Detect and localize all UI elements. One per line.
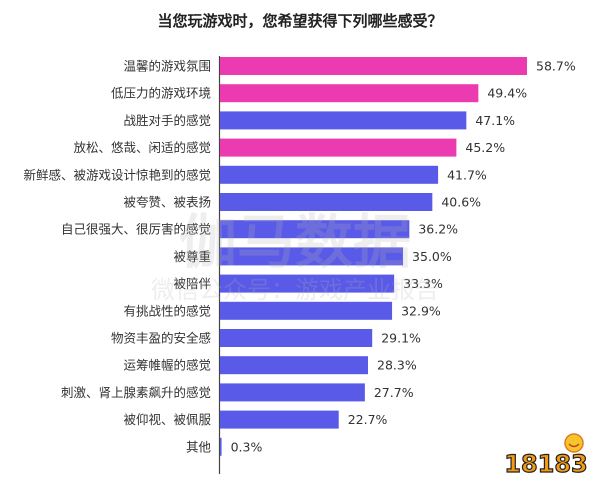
category-label: 被仰视、被佩服: [123, 412, 211, 427]
value-label: 45.2%: [465, 140, 505, 155]
category-label: 被夸赞、被表扬: [123, 195, 211, 210]
bar: [220, 410, 339, 429]
value-label: 35.0%: [412, 249, 452, 264]
value-label: 28.3%: [377, 358, 417, 373]
category-label: 物资丰盈的安全感: [111, 331, 211, 346]
bar: [220, 111, 467, 130]
value-label: 58.7%: [536, 59, 576, 74]
logo-smile-icon: [568, 443, 580, 448]
category-label: 被陪伴: [173, 276, 211, 291]
category-label: 被尊重: [173, 249, 211, 264]
value-label: 32.9%: [401, 303, 441, 318]
value-label: 47.1%: [475, 113, 515, 128]
bar: [220, 220, 410, 239]
bar: [220, 437, 222, 456]
chart-title: 当您玩游戏时，您希望获得下列哪些感受？: [157, 12, 442, 30]
value-label: 29.1%: [381, 331, 421, 346]
bar: [220, 383, 365, 402]
value-label: 36.2%: [418, 222, 458, 237]
logo-text: 18183: [504, 450, 588, 478]
value-label: 40.6%: [441, 195, 481, 210]
category-label: 运筹帷幄的感觉: [123, 358, 211, 373]
site-logo: 18183: [504, 433, 588, 478]
value-label: 41.7%: [447, 167, 487, 182]
logo-sun-icon: [564, 433, 584, 453]
category-label: 战胜对手的感觉: [123, 113, 211, 128]
bar: [220, 138, 457, 157]
category-label: 自己很强大、很厉害的感觉: [61, 222, 211, 237]
value-label: 33.3%: [403, 276, 443, 291]
bar: [220, 84, 479, 103]
value-label: 0.3%: [231, 439, 263, 454]
category-label: 有挑战性的感觉: [123, 303, 211, 318]
category-label: 其他: [186, 439, 212, 454]
category-label: 刺激、肾上腺素飙升的感觉: [61, 385, 211, 400]
value-label: 27.7%: [374, 385, 414, 400]
bar: [220, 356, 369, 375]
bar: [220, 193, 433, 211]
value-label: 22.7%: [348, 412, 388, 427]
category-label: 新鲜感、被游戏设计惊艳到的感觉: [23, 167, 211, 182]
bar: [220, 329, 373, 347]
bar: [220, 165, 439, 184]
bar: [220, 301, 393, 320]
bar: [220, 274, 395, 293]
bar: [220, 57, 527, 75]
bars-group: 温馨的游戏氛围 58.7% 低压力的游戏环境 49.4% 战胜对手的感觉 47.1% 放松、…: [23, 57, 576, 456]
category-label: 放松、悠哉、闲适的感觉: [73, 140, 211, 155]
category-label: 温馨的游戏氛围: [123, 59, 211, 74]
bar: [220, 247, 404, 266]
value-label: 49.4%: [487, 86, 527, 101]
category-label: 低压力的游戏环境: [111, 86, 211, 101]
